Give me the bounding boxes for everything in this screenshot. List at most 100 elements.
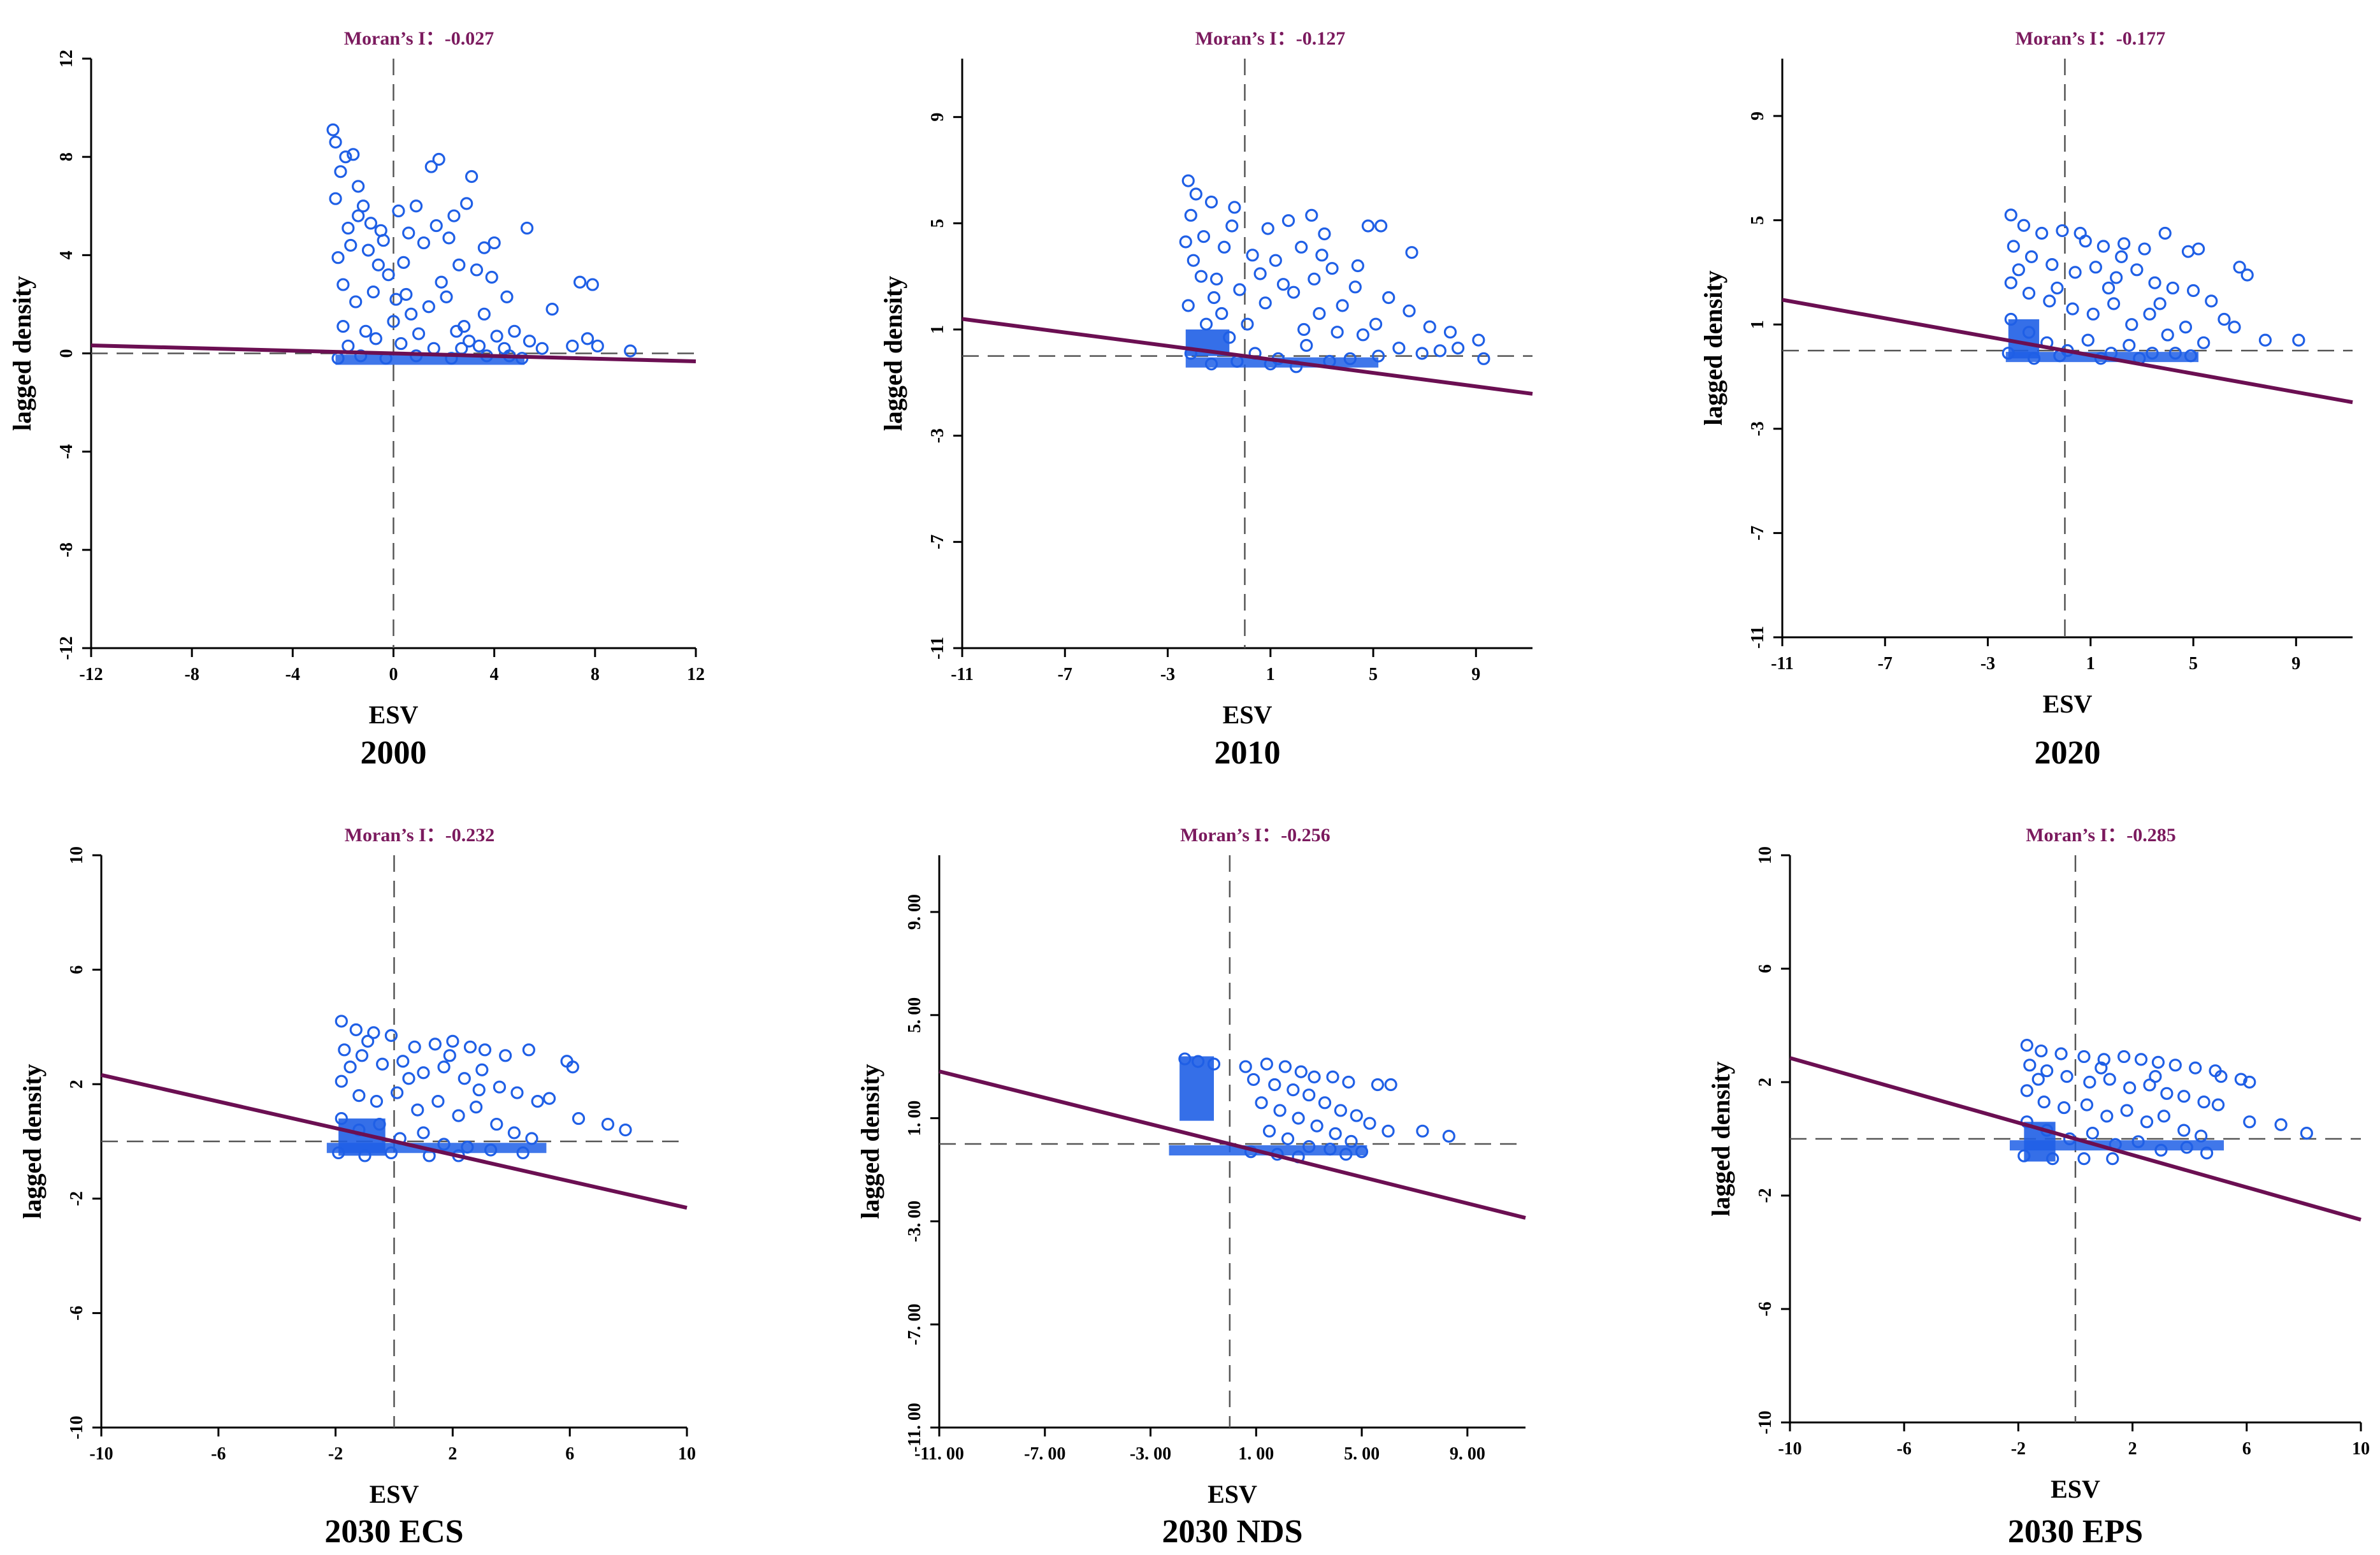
panel-4: Moran’s I：-0.232 -10 -6 -2 2 6 10 -10 -6 -2 2 6 10 ES… xyxy=(18,825,696,1550)
data-point xyxy=(1292,1111,1305,1125)
data-point xyxy=(2035,1044,2048,1058)
data-point xyxy=(1433,344,1446,358)
data-point xyxy=(2179,321,2193,334)
data-point xyxy=(1297,322,1311,336)
y-tick-label: 2 xyxy=(1756,1078,1775,1087)
data-point xyxy=(1278,1060,1292,1073)
data-point xyxy=(2166,281,2179,295)
data-point xyxy=(1323,1143,1337,1156)
data-point xyxy=(402,226,415,240)
data-point xyxy=(1356,328,1370,342)
data-point xyxy=(377,234,390,247)
data-point xyxy=(359,324,373,338)
data-point xyxy=(1363,1117,1376,1130)
data-point xyxy=(2300,1126,2313,1140)
data-point xyxy=(499,1049,512,1062)
data-point xyxy=(619,1123,632,1137)
x-tick-label: 2 xyxy=(448,1444,457,1464)
x-tick-label: -11 xyxy=(1771,654,1794,674)
data-point xyxy=(1472,333,1485,347)
y-tick-label: -7 xyxy=(1748,526,1768,540)
data-point xyxy=(2043,294,2056,308)
panel-2: Moran’s I：-0.127 -11 -7 -3 1 5 9 -11 -7 -3 1 5 9 ESV l… xyxy=(879,28,1533,771)
data-point xyxy=(389,293,403,306)
y-tick-label: 8 xyxy=(57,152,76,161)
data-point xyxy=(447,209,461,222)
x-tick-label: -11. 00 xyxy=(914,1444,964,1464)
x-tick-label: 1 xyxy=(2086,654,2095,674)
data-point xyxy=(2192,242,2205,256)
data-point xyxy=(355,1049,369,1062)
y-tick-label: 12 xyxy=(57,50,76,68)
data-point xyxy=(2130,263,2144,277)
data-point xyxy=(2274,1118,2288,1131)
x-tick-label: 0 xyxy=(389,665,398,684)
data-point xyxy=(417,1066,430,1080)
y-tick-label: -10 xyxy=(1756,1410,1775,1434)
x-tick-label: 6 xyxy=(565,1444,574,1464)
data-point xyxy=(429,219,443,233)
data-point xyxy=(364,217,378,230)
data-point xyxy=(332,1146,345,1160)
data-point xyxy=(373,1117,386,1131)
data-point xyxy=(1197,230,1211,243)
data-point xyxy=(500,290,514,303)
data-point xyxy=(2158,226,2172,240)
data-point xyxy=(477,241,491,254)
data-point xyxy=(1181,299,1195,312)
data-point xyxy=(2154,1143,2168,1157)
data-point xyxy=(2004,312,2017,326)
data-point xyxy=(2020,1039,2033,1052)
data-point xyxy=(1192,1055,1205,1068)
data-point xyxy=(1392,342,1406,355)
x-tick-label: -7. 00 xyxy=(1024,1444,1065,1464)
data-point xyxy=(2195,1129,2208,1143)
data-point xyxy=(525,1132,538,1145)
data-point xyxy=(2123,1081,2137,1095)
data-point xyxy=(2115,250,2128,263)
data-point xyxy=(2022,326,2036,339)
data-point xyxy=(335,1074,348,1088)
y-tick-label: 6 xyxy=(67,966,87,974)
data-point xyxy=(535,342,549,355)
data-point xyxy=(1403,304,1416,317)
data-point xyxy=(417,236,431,250)
data-point xyxy=(465,170,479,184)
data-point xyxy=(1423,320,1436,333)
data-point xyxy=(1261,222,1274,235)
data-point xyxy=(370,1095,384,1108)
data-point xyxy=(1255,1096,1268,1110)
data-point xyxy=(342,221,355,235)
data-point xyxy=(1361,219,1375,233)
data-point xyxy=(428,1038,442,1051)
data-point xyxy=(470,1101,483,1114)
data-point xyxy=(2103,1073,2116,1086)
data-point xyxy=(452,1109,465,1122)
moran-i-label: Moran’s I：-0.232 xyxy=(345,825,495,846)
data-point xyxy=(2148,276,2161,289)
data-point xyxy=(507,1126,521,1139)
data-point xyxy=(344,238,357,252)
data-point xyxy=(2218,312,2231,326)
data-point xyxy=(1207,291,1221,305)
data-point xyxy=(2086,307,2100,321)
data-point xyxy=(409,199,423,213)
y-tick-label: -2 xyxy=(67,1191,87,1206)
y-tick-label: 10 xyxy=(67,846,87,864)
x-tick-label: 9 xyxy=(2291,654,2300,674)
data-point xyxy=(1313,307,1326,321)
y-tick-label: -4 xyxy=(57,444,76,459)
x-axis-title: ESV xyxy=(1208,1480,1257,1508)
data-point xyxy=(335,1111,348,1125)
data-point xyxy=(366,286,380,299)
y-axis-title: lagged density xyxy=(8,276,36,431)
regression-line xyxy=(1789,1056,2362,1222)
data-point xyxy=(2027,352,2041,365)
data-point xyxy=(326,123,340,136)
baseline-point-strip xyxy=(2009,1140,2224,1151)
data-point xyxy=(2096,240,2110,253)
panel-caption: 2030 NDS xyxy=(1162,1514,1302,1550)
x-tick-label: -8 xyxy=(185,665,199,684)
